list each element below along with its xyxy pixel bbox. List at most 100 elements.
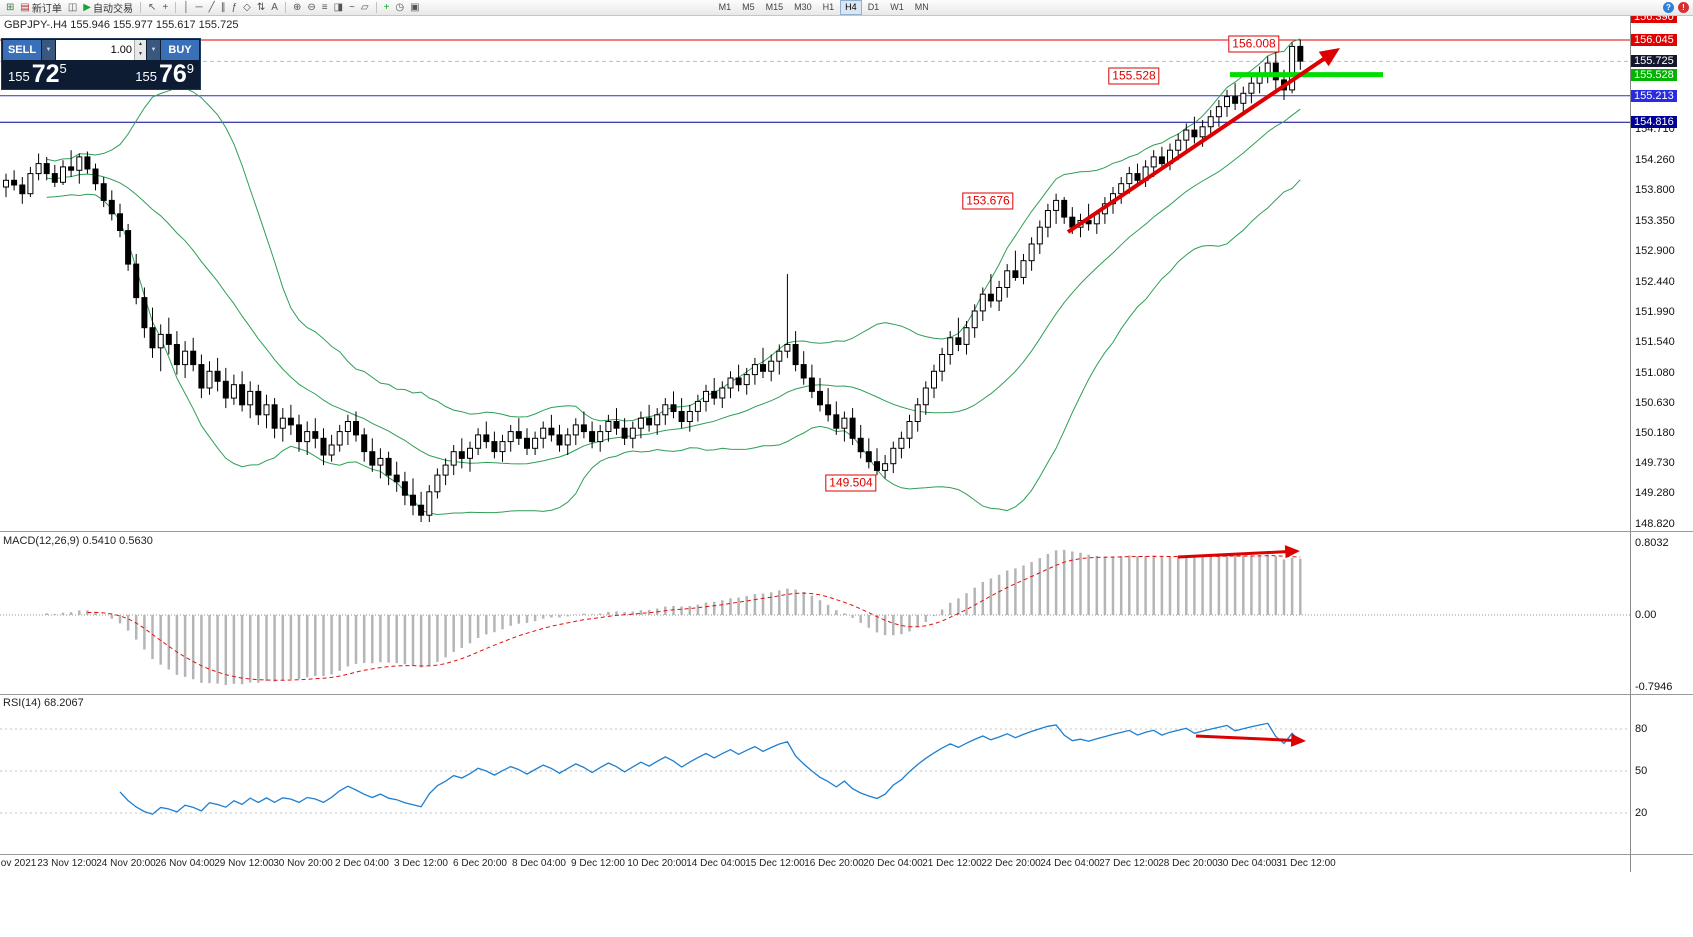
sell-price[interactable]: 155 72 5 (8, 62, 67, 87)
time-axis-label: 14 Dec 04:00 (686, 858, 746, 869)
time-axis-label: 28 Dec 20:00 (1158, 858, 1218, 869)
macd-histogram (45, 549, 1302, 685)
alerts-icon[interactable]: ! (1678, 2, 1689, 13)
time-axis-label: 9 Dec 12:00 (571, 858, 625, 869)
price-scale-label: 149.280 (1635, 487, 1675, 500)
time-axis-label: 15 Dec 12:00 (745, 858, 805, 869)
price-scale-label: 153.350 (1635, 214, 1675, 227)
trend-arrow-head[interactable] (1290, 733, 1306, 747)
trendline-icon[interactable]: ╱ (207, 1, 217, 15)
new-order-button[interactable]: ▤ 新订单 (18, 1, 63, 16)
fibonacci-icon-glyph: ƒ (231, 1, 238, 13)
price-scale-label: 149.730 (1635, 457, 1675, 469)
buy-button[interactable]: BUY (161, 40, 199, 60)
bollinger-lower-band (46, 179, 1301, 516)
rsi-panel-canvas[interactable] (0, 695, 1630, 854)
trend-arrow-shaft[interactable] (1195, 734, 1298, 743)
timeframe-button-h1[interactable]: H1 (822, 2, 835, 12)
volume-control[interactable]: 1.00 ▲ ▼ (56, 40, 146, 60)
timeframe-button-m30[interactable]: M30 (794, 2, 812, 12)
channel-icon-glyph: ∥ (220, 1, 226, 13)
toolbar-left-group: ⊞ ▤ 新订单 ◫ ▶ 自动交易 ↖ + │ ─ ╱ ∥ ƒ ◇ ⇅ A ⊕ ⊖ ≡ ◨ ~ ▱ + ◷ ▣ M1 M5 M15 M30… (4, 0, 934, 15)
panel-divider-rsi[interactable] (0, 694, 1693, 695)
zoom-out-icon[interactable]: ⊖ (305, 1, 317, 15)
macd-panel-canvas[interactable] (0, 532, 1630, 694)
volume-up-button[interactable]: ▲ (135, 40, 146, 50)
buy-options-caret[interactable]: ▼ (147, 40, 160, 60)
charts-icon[interactable]: ◫ (66, 1, 79, 15)
toolbar: ⊞ ▤ 新订单 ◫ ▶ 自动交易 ↖ + │ ─ ╱ ∥ ƒ ◇ ⇅ A ⊕ ⊖ ≡ ◨ ~ ▱ + ◷ ▣ M1 M5 M15 M30… (0, 0, 1693, 16)
rsi-indicator-label: RSI(14) 68.2067 (3, 697, 84, 709)
candlestick-type-icon[interactable]: ◨ (332, 1, 345, 15)
price-scale-label: 151.540 (1635, 335, 1675, 348)
sell-options-caret[interactable]: ▼ (42, 40, 55, 60)
autotrade-button[interactable]: ▶ 自动交易 (81, 1, 135, 16)
time-axis-label: 30 Nov 20:00 (273, 858, 333, 869)
macd-scale-label: 0.00 (1635, 609, 1657, 621)
timeframe-button-w1[interactable]: W1 (890, 2, 904, 12)
text-icon[interactable]: A (269, 1, 280, 15)
panel-divider-macd[interactable] (0, 531, 1693, 532)
arrows-icon-glyph: ⇅ (256, 1, 266, 13)
timeframe-button-h4[interactable]: H4 (840, 0, 862, 15)
price-scale-label: 153.800 (1635, 184, 1675, 197)
timeframe-button-m15[interactable]: M15 (765, 2, 784, 12)
price-scale-label: 150.180 (1635, 426, 1675, 439)
toolbar-separator (175, 2, 177, 13)
macd-scale-label: -0.7946 (1635, 681, 1673, 693)
periods-icon-glyph: ◷ (395, 1, 405, 13)
cursor-icon[interactable]: ↖ (146, 1, 158, 15)
arrows-icon[interactable]: ⇅ (255, 1, 267, 15)
new-chart-icon-glyph: ⊞ (6, 1, 15, 13)
bar-chart-type-icon[interactable]: ≡ (320, 1, 330, 15)
candles-series (3, 39, 1304, 522)
crosshair-icon[interactable]: + (160, 1, 170, 15)
channel-icon[interactable]: ∥ (219, 1, 228, 15)
sell-button[interactable]: SELL (3, 40, 41, 60)
help-icon[interactable]: ? (1663, 2, 1674, 13)
main-chart-canvas[interactable] (0, 16, 1630, 531)
periods-icon[interactable]: ◷ (393, 1, 406, 15)
line-chart-type-icon[interactable]: ~ (347, 1, 357, 15)
zoom-in-icon[interactable]: ⊕ (291, 1, 303, 15)
time-axis-label: 8 Dec 04:00 (512, 858, 566, 869)
shapes-icon[interactable]: ◇ (241, 1, 253, 15)
vertical-line-icon[interactable]: │ (181, 1, 191, 15)
timeframe-button-m5[interactable]: M5 (742, 2, 755, 12)
price-scale-label: 154.260 (1635, 153, 1675, 166)
volume-value[interactable]: 1.00 (110, 44, 132, 56)
add-indicator-icon[interactable]: + (382, 1, 392, 15)
trend-arrow-head[interactable] (1318, 48, 1340, 67)
trend-arrow-head[interactable] (1284, 545, 1300, 559)
new-order-button-glyph: ▤ (20, 1, 30, 13)
new-chart-icon[interactable]: ⊞ (4, 1, 16, 15)
price-annotation[interactable]: 153.676 (962, 192, 1014, 210)
price-level-badge: 155.213 (1631, 89, 1677, 102)
price-scale-label: 152.440 (1635, 275, 1675, 288)
price-annotation[interactable]: 155.528 (1108, 67, 1160, 85)
templates-icon[interactable]: ▣ (408, 1, 421, 15)
price-annotation[interactable]: 156.008 (1228, 35, 1280, 53)
price-level-badge: 155.725 (1631, 55, 1677, 68)
trend-arrow-shaft[interactable] (1066, 53, 1332, 234)
panel-divider-axis (0, 854, 1693, 855)
toolbar-separator (140, 2, 141, 13)
price-annotation[interactable]: 149.504 (825, 474, 877, 492)
one-click-trading-panel: SELL ▼ 1.00 ▲ ▼ ▼ BUY 155 72 5 155 76 9 (1, 38, 201, 90)
fibonacci-icon[interactable]: ƒ (230, 1, 240, 15)
timeframe-button-mn[interactable]: MN (914, 2, 929, 12)
volume-down-button[interactable]: ▼ (135, 50, 146, 60)
tile-windows-icon[interactable]: ▱ (359, 1, 371, 15)
buy-price[interactable]: 155 76 9 (135, 62, 194, 87)
price-scale-label: 151.990 (1635, 305, 1675, 318)
price-scale-label: 152.900 (1635, 244, 1675, 257)
time-axis-label: 23 Nov 12:00 (37, 858, 97, 869)
price-scale[interactable]: 154.710 154.260 153.800 153.350 152.900 152.4… (1630, 16, 1693, 872)
timeframe-button-m1[interactable]: M1 (718, 2, 732, 12)
timeframe-button-d1[interactable]: D1 (867, 2, 880, 12)
trend-arrow-shaft[interactable] (1177, 549, 1292, 559)
timeframe-toolbar: M1 M5 M15 M30 H1 H4 D1 W1 MN (714, 0, 934, 15)
horizontal-line-icon[interactable]: ─ (193, 1, 204, 15)
time-axis-label: 29 Nov 12:00 (214, 858, 274, 869)
